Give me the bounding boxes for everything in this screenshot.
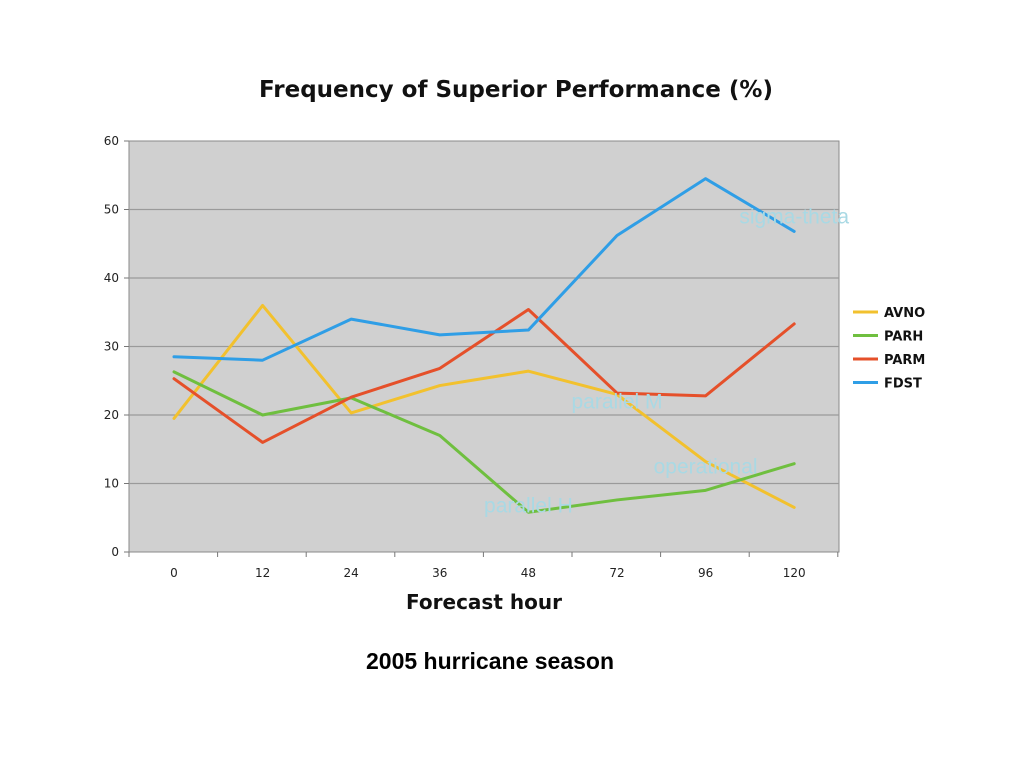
line-chart: Frequency of Superior Performance (%) 0 1… <box>104 77 926 614</box>
annotation-label: sigma-theta <box>739 205 849 228</box>
x-tick-label: 0 <box>170 566 178 580</box>
legend: AVNO PARH PARM FDST <box>853 306 925 392</box>
x-tick-label: 48 <box>521 566 536 580</box>
y-tick-label: 0 <box>111 545 119 559</box>
series-line-parh <box>172 370 796 514</box>
x-tick-label: 36 <box>432 566 447 580</box>
annotation-label: parallel H <box>484 494 573 517</box>
y-tick-label: 10 <box>104 477 119 491</box>
annotation-label: parallel M <box>571 390 662 413</box>
y-tick-label: 30 <box>104 340 119 354</box>
legend-label: AVNO <box>884 306 925 321</box>
y-tick-label: 40 <box>104 271 119 285</box>
x-tick-label: 96 <box>698 566 713 580</box>
x-tick-label: 24 <box>344 566 359 580</box>
series-line-avno <box>172 303 796 509</box>
legend-label: PARH <box>884 330 923 345</box>
series-line-fdst <box>172 177 796 362</box>
x-axis-label: Forecast hour <box>406 590 562 614</box>
caption: 2005 hurricane season <box>365 648 615 674</box>
gridlines <box>129 208 839 485</box>
y-tick-label: 50 <box>104 203 119 217</box>
chart-title: Frequency of Superior Performance (%) <box>259 77 773 103</box>
legend-label: PARM <box>884 353 925 368</box>
annotation-label: operational <box>654 455 758 478</box>
annotations: sigma-theta parallel M operational parallel… <box>484 205 849 517</box>
legend-label: FDST <box>884 377 922 392</box>
series-lines <box>172 177 796 514</box>
x-tick-label: 72 <box>609 566 624 580</box>
y-tick-label: 60 <box>104 134 119 148</box>
x-tick-label: 12 <box>255 566 270 580</box>
series-line-parm <box>172 308 796 444</box>
x-axis-ticks: 0 12 24 36 48 72 96 120 <box>128 552 839 580</box>
y-tick-label: 20 <box>104 408 119 422</box>
x-tick-label: 120 <box>783 566 806 580</box>
y-axis-ticks: 0 10 20 30 40 50 60 <box>104 134 129 559</box>
